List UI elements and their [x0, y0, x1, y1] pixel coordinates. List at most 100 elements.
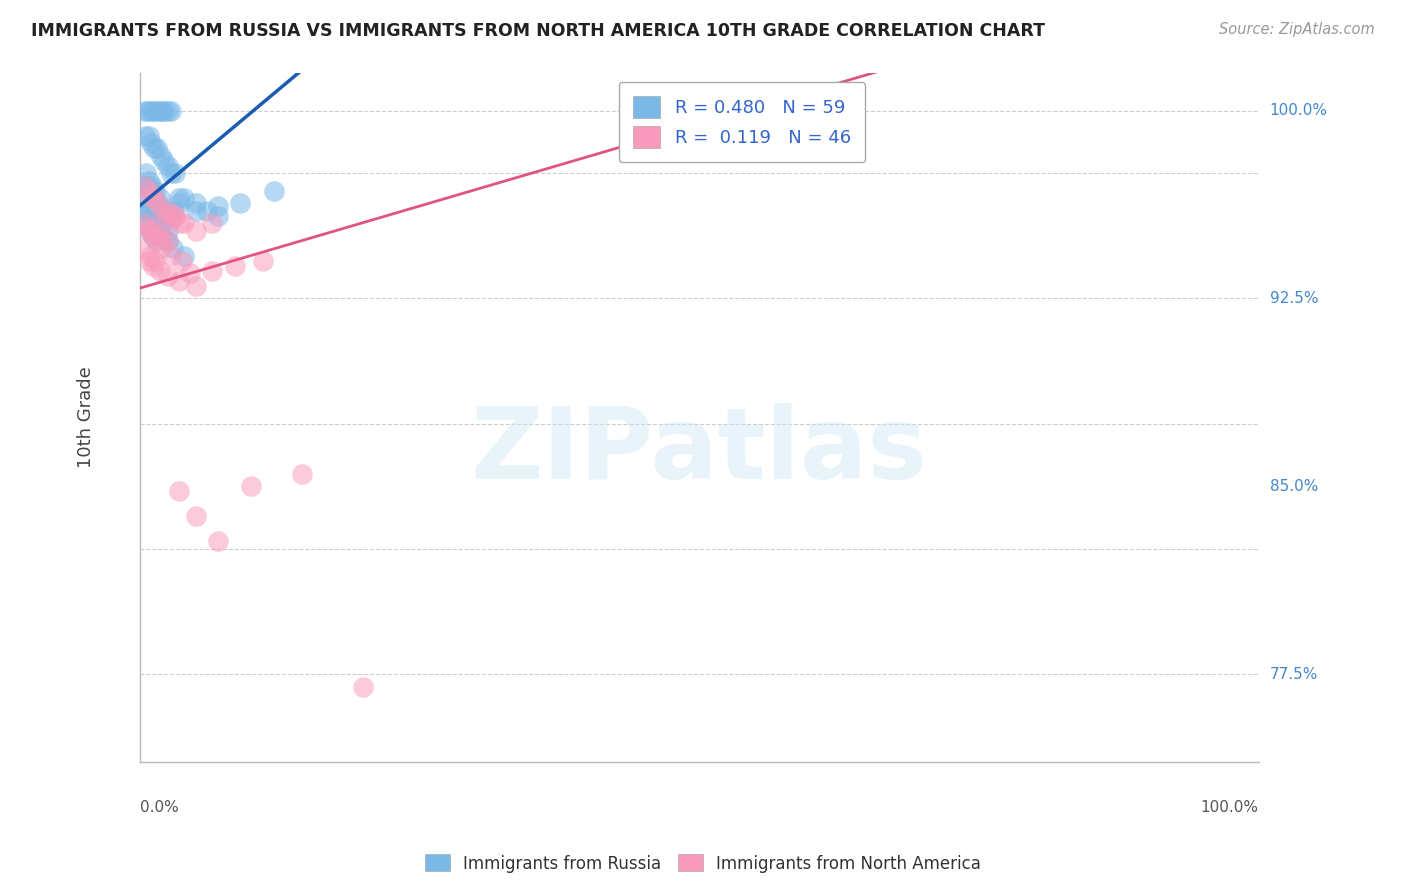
Point	[184, 196, 207, 211]
Text: 92.5%: 92.5%	[1270, 291, 1319, 306]
Point	[143, 253, 166, 268]
Point	[146, 141, 169, 155]
Point	[135, 216, 157, 230]
Point	[156, 209, 179, 223]
Point	[160, 166, 183, 180]
Point	[167, 484, 190, 499]
Point	[207, 534, 229, 549]
Point	[138, 128, 160, 143]
Point	[184, 224, 207, 238]
Point	[153, 103, 176, 118]
Point	[135, 166, 157, 180]
Point	[145, 234, 167, 248]
Point	[134, 191, 156, 205]
Point	[172, 253, 194, 268]
Point	[142, 259, 165, 273]
Point	[134, 103, 156, 118]
Point	[138, 174, 160, 188]
Point	[156, 224, 179, 238]
Point	[156, 234, 179, 248]
Point	[139, 203, 162, 218]
Point	[138, 203, 160, 218]
Point	[195, 203, 218, 218]
Point	[138, 224, 160, 238]
Point	[165, 209, 187, 223]
Point	[201, 264, 224, 278]
Point	[184, 509, 207, 524]
Legend: R = 0.480   N = 59, R =  0.119   N = 46: R = 0.480 N = 59, R = 0.119 N = 46	[619, 82, 865, 162]
Text: 85.0%: 85.0%	[1270, 479, 1317, 494]
Point	[207, 199, 229, 213]
Point	[263, 184, 285, 198]
Point	[173, 216, 195, 230]
Point	[167, 191, 190, 205]
Point	[149, 191, 172, 205]
Point	[143, 191, 166, 205]
Point	[167, 274, 190, 288]
Point	[150, 216, 173, 230]
Point	[160, 249, 183, 263]
Point	[143, 141, 166, 155]
Text: 100.0%: 100.0%	[1270, 103, 1327, 118]
Point	[139, 184, 162, 198]
Point	[149, 264, 172, 278]
Point	[145, 103, 167, 118]
Point	[155, 209, 177, 223]
Point	[165, 166, 187, 180]
Point	[153, 153, 176, 168]
Point	[142, 224, 165, 238]
Point	[134, 178, 156, 193]
Point	[173, 249, 195, 263]
Point	[139, 103, 162, 118]
Point	[156, 103, 179, 118]
Point	[165, 209, 187, 223]
Text: 0.0%: 0.0%	[139, 799, 179, 814]
Point	[240, 479, 263, 493]
Point	[229, 196, 252, 211]
Point	[134, 216, 156, 230]
Point	[179, 266, 201, 280]
Point	[134, 128, 156, 143]
Point	[149, 148, 172, 162]
Point	[136, 178, 159, 193]
Point	[145, 209, 167, 223]
Point	[162, 241, 184, 255]
Point	[184, 203, 207, 218]
Point	[150, 203, 173, 218]
Point	[162, 203, 184, 218]
Point	[160, 103, 183, 118]
Point	[352, 680, 374, 694]
Point	[150, 228, 173, 243]
Point	[132, 209, 155, 223]
Point	[156, 159, 179, 173]
Point	[139, 136, 162, 150]
Point	[139, 188, 162, 202]
Point	[149, 228, 172, 243]
Point	[141, 178, 163, 193]
Point	[138, 253, 160, 268]
Point	[169, 216, 191, 230]
Text: IMMIGRANTS FROM RUSSIA VS IMMIGRANTS FROM NORTH AMERICA 10TH GRADE CORRELATION C: IMMIGRANTS FROM RUSSIA VS IMMIGRANTS FRO…	[31, 22, 1045, 40]
Point	[142, 209, 165, 223]
Point	[160, 213, 183, 227]
Text: ZIPatlas: ZIPatlas	[471, 403, 928, 500]
Text: Source: ZipAtlas.com: Source: ZipAtlas.com	[1219, 22, 1375, 37]
Point	[224, 259, 246, 273]
Point	[291, 467, 314, 481]
Point	[138, 221, 160, 235]
Point	[138, 249, 160, 263]
Point	[149, 199, 172, 213]
Point	[134, 178, 156, 193]
Text: 100.0%: 100.0%	[1201, 799, 1258, 814]
Point	[252, 253, 274, 268]
Point	[156, 268, 179, 283]
Point	[184, 278, 207, 293]
Point	[143, 184, 166, 198]
Point	[142, 228, 165, 243]
Point	[134, 241, 156, 255]
Point	[201, 216, 224, 230]
Point	[207, 209, 229, 223]
Point	[136, 103, 159, 118]
Point	[150, 103, 173, 118]
Point	[138, 184, 160, 198]
